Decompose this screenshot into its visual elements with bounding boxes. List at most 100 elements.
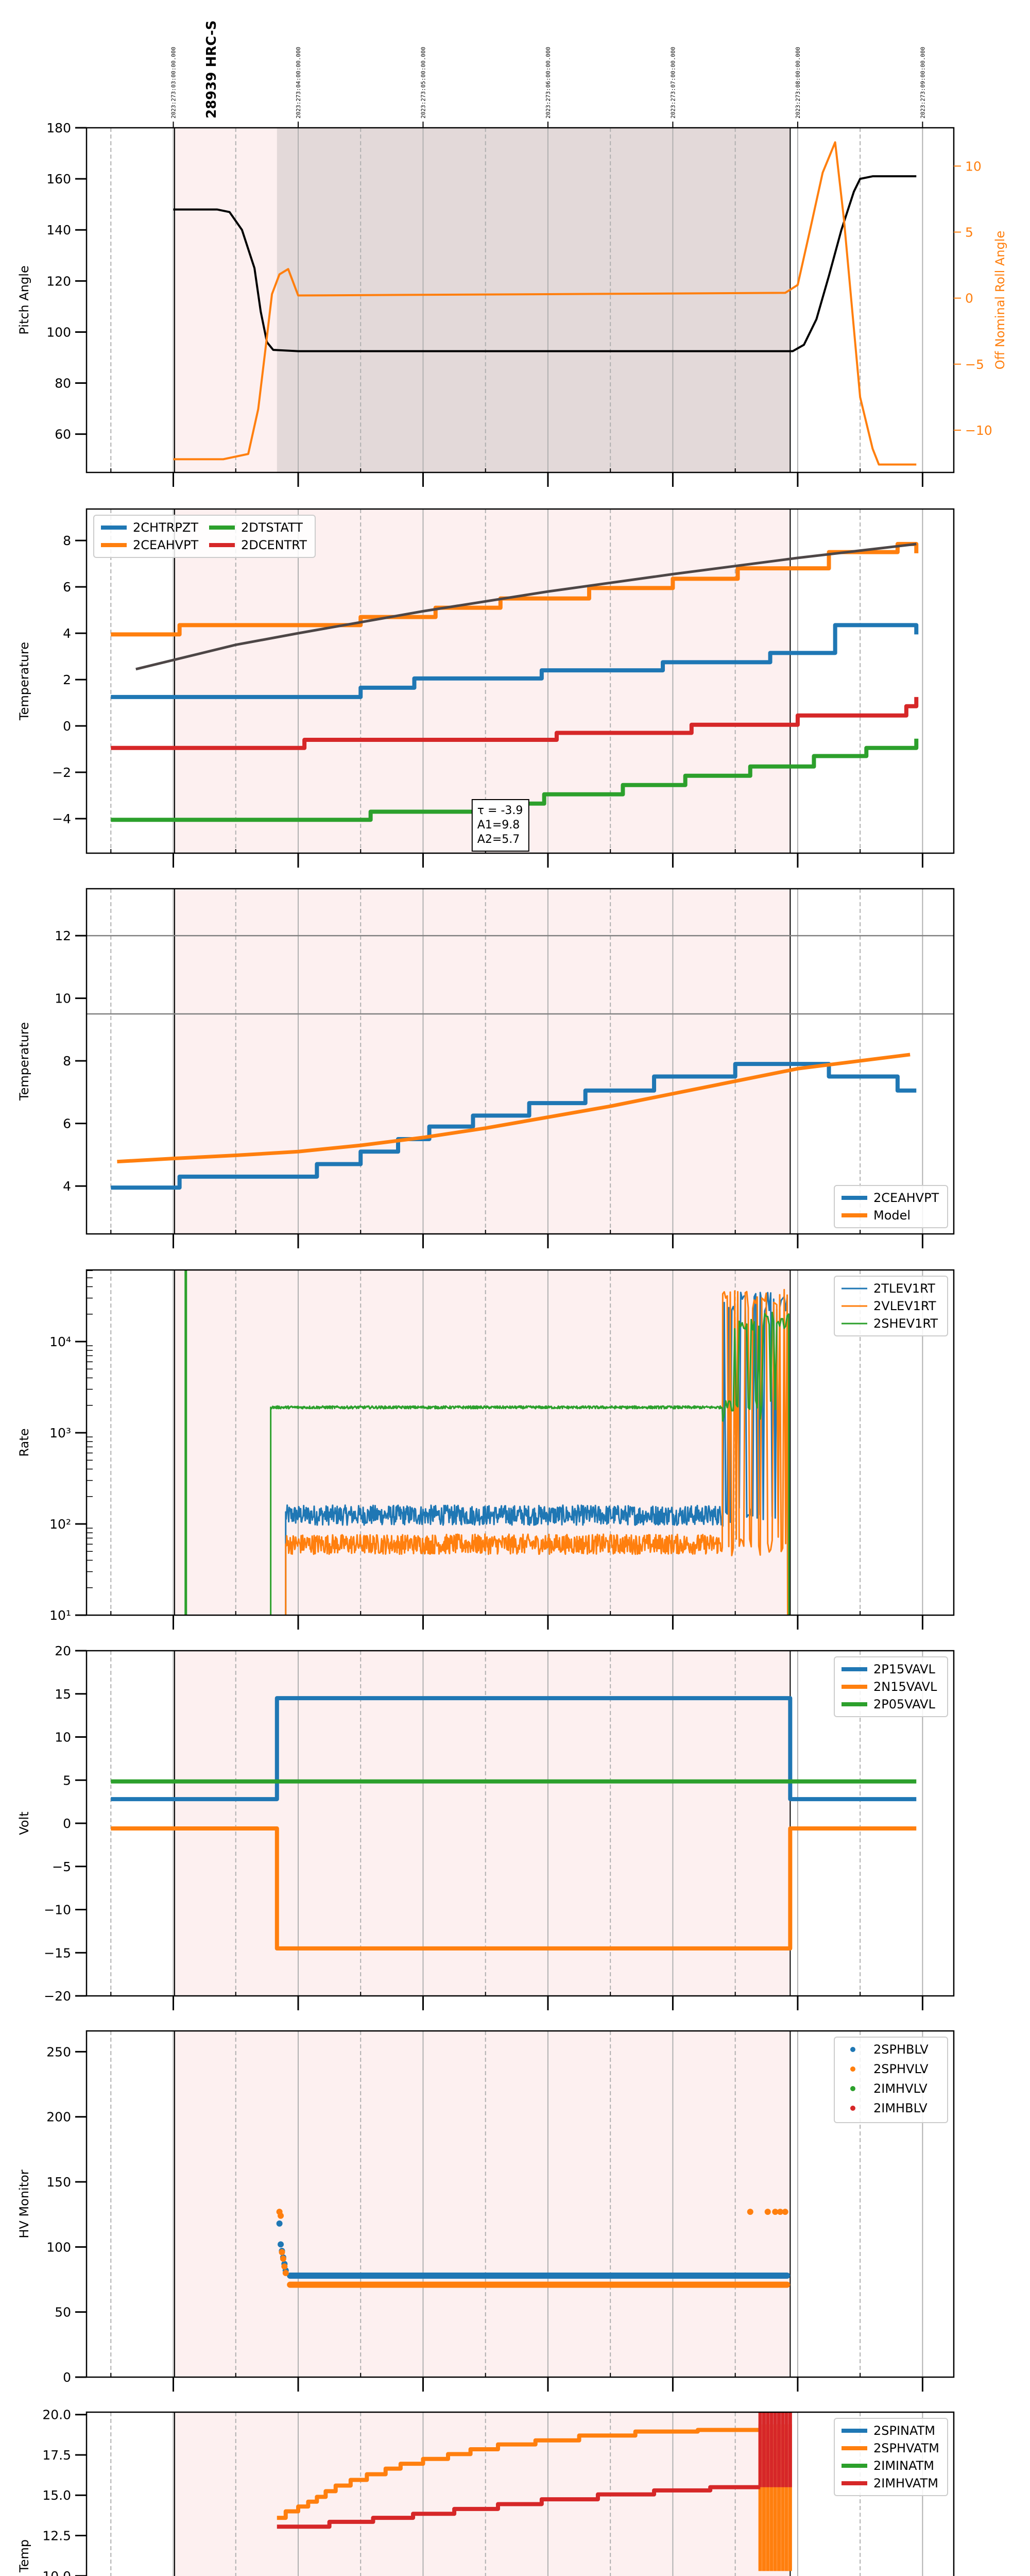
right-y-tick-label: 0	[965, 291, 973, 306]
y-tick-label: 250	[46, 2044, 71, 2059]
legend: 2CHTRPZT 2CEAHVPT 2DTSTATT 2DCENTRT	[93, 515, 316, 558]
y-tick-label: 5	[63, 1773, 71, 1788]
y-tick-label: −2	[52, 765, 71, 780]
y-tick-label: −15	[44, 1945, 71, 1960]
y-tick-label: 8	[63, 533, 71, 548]
y-tick-label: 10³	[49, 1426, 71, 1440]
y-tick-label: 0	[63, 1816, 71, 1831]
series-2shev1rt-line	[270, 1312, 790, 1615]
y-tick-label: 20	[55, 1643, 71, 1658]
top-time-label: 2023:273:08:00:00.000	[795, 47, 801, 118]
legend-marker	[850, 2066, 855, 2072]
y-tick-label: 100	[46, 2240, 71, 2255]
series-2ceahvpt-line	[111, 541, 919, 637]
right-y-tick-label: 10	[965, 159, 982, 174]
right-y-tick-label: 5	[965, 225, 973, 240]
y-tick-label: 6	[63, 580, 71, 595]
plot-area	[110, 128, 923, 472]
legend-label: 2N15VAVL	[873, 1680, 937, 1694]
y-axis-label: Pitch Angle	[17, 265, 31, 334]
legend-label: 2TLEV1RT	[873, 1281, 935, 1296]
right-y-tick-label: −10	[965, 423, 992, 438]
series-2ceahvpt-line	[111, 1062, 917, 1190]
series-2chtrpzt-line	[111, 623, 919, 699]
series-2sphvlv-point	[764, 2209, 771, 2215]
series-2sphvlv-points-band	[287, 2281, 791, 2288]
top-time-label: 2023:273:06:00:00.000	[545, 47, 552, 118]
top-axis-labels: 2023:273:03:00:00.000 2023:273:04:00:00.0…	[170, 21, 926, 118]
legend-label: Model	[873, 1208, 911, 1223]
top-time-label: 2023:273:03:00:00.000	[170, 47, 177, 118]
y-tick-label: 0	[63, 719, 71, 734]
series-2sphvlv-point	[282, 2269, 289, 2276]
panel-temps: −4 −2 0 2 4 6 8 Temperature 2CHTRPZT 2CEAHVPT 2DTS…	[17, 508, 955, 868]
y-tick-label: 15	[55, 1687, 71, 1702]
y-tick-label: 140	[46, 223, 71, 238]
series-2sphblv-points-band	[287, 2272, 791, 2279]
legend-box	[834, 2037, 948, 2123]
y-tick-label: 17.5	[42, 2448, 71, 2463]
legend-label: 2SHEV1RT	[873, 1316, 938, 1331]
plot-area	[87, 889, 954, 1234]
y-tick-label: 10	[55, 1730, 71, 1745]
fit-annotation-line: A2=5.7	[477, 833, 520, 846]
y-tick-label: 180	[46, 121, 71, 135]
legend-label: 2SPHVATM	[873, 2441, 939, 2455]
y-tick-label: 8	[63, 1054, 71, 1069]
series-2tlev1rt-line	[285, 1292, 789, 1615]
axes-frame	[85, 1269, 955, 1616]
y-tick-label: 120	[46, 274, 71, 289]
series-2p15vavl-line	[111, 1696, 917, 1802]
observation-label: 28939 HRC-S	[204, 21, 219, 118]
series-fit-line	[135, 543, 917, 671]
y-axis-label: Temperature	[17, 1022, 31, 1101]
axes-frame	[85, 127, 955, 473]
fit-annotation-line: τ = -3.9	[477, 804, 523, 817]
y-axis-label: HV Monitor	[17, 2170, 31, 2238]
series-2sphblv-point	[278, 2241, 284, 2248]
observation-shade	[174, 509, 791, 853]
y-axis-label: Volt	[17, 1811, 31, 1835]
legend-label: 2IMHVLV	[873, 2081, 928, 2096]
observation-shade	[174, 889, 791, 1234]
y-tick-label: −20	[44, 1989, 71, 2004]
y-tick-label: 200	[46, 2110, 71, 2125]
axes-frame	[85, 508, 955, 854]
plot-area	[110, 1270, 923, 1615]
panel-pitch: 60 80 100 120 140 160 180 Pitch Angle −10 −5 0 5 10 O…	[17, 121, 1007, 487]
series-2sphblv-point	[276, 2220, 283, 2227]
series-pitch-line	[173, 175, 917, 352]
legend-marker	[850, 2047, 855, 2052]
panel-det: 0.02.55.07.510.012.515.017.520.0Detector…	[17, 2408, 955, 2576]
legend-marker	[850, 2086, 855, 2091]
plot-area	[110, 509, 923, 853]
y-tick-label: −5	[52, 1859, 71, 1874]
legend: 2CEAHVPT Model	[834, 1185, 948, 1228]
legend-label: 2IMHBLV	[873, 2101, 928, 2115]
y-tick-label: 100	[46, 325, 71, 340]
y-tick-label: 80	[55, 376, 71, 391]
y-tick-label: 10¹	[49, 1608, 71, 1623]
panel-model: 4 6 8 10 12 Temperature 2CEAHVPT Model	[17, 888, 955, 1248]
axes-frame	[85, 2030, 955, 2378]
top-time-label: 2023:273:07:00:00.000	[670, 47, 676, 118]
panel-rate: 10¹ 10² 10³ 10⁴ Rate 2TLEV1RT 2VLEV1RT 2SHEV1RT	[17, 1269, 955, 1630]
y-tick-label: 4	[63, 1179, 71, 1194]
plot-area	[110, 2031, 923, 2377]
y-tick-label: 20.0	[42, 2408, 71, 2422]
y-tick-label: 10	[55, 991, 71, 1006]
series-off-nominal-roll-angle-line	[173, 141, 917, 466]
y-tick-label: −10	[44, 1903, 71, 1918]
y-axis-label: Temperature	[17, 642, 31, 721]
legend-label: 2SPHBLV	[873, 2042, 929, 2057]
y-tick-label: 15.0	[42, 2488, 71, 2503]
dwell-shade	[277, 128, 791, 472]
legend-label: 2IMHVATM	[873, 2476, 938, 2490]
top-time-label: 2023:273:09:00:00.000	[919, 47, 926, 118]
legend-label: 2IMINATM	[873, 2459, 934, 2473]
y-tick-label: 10⁴	[49, 1334, 71, 1349]
y-tick-label: 2	[63, 672, 71, 687]
observation-shade	[174, 1651, 791, 1996]
axes-frame	[85, 2411, 955, 2576]
series-2sphvlv-point	[772, 2209, 779, 2215]
